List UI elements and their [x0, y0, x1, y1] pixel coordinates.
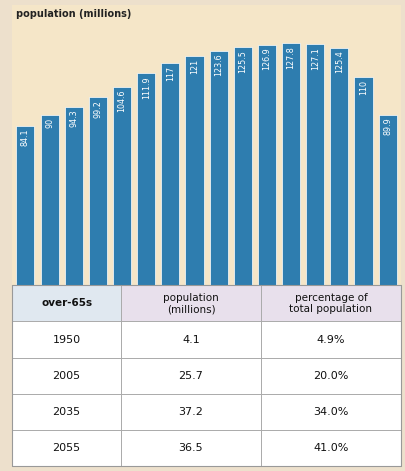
Text: 121: 121 [190, 59, 199, 74]
Bar [330, 48, 348, 285]
Text: 99.2: 99.2 [94, 100, 102, 118]
Text: population
(millions): population (millions) [163, 292, 219, 314]
Text: 126.9: 126.9 [262, 48, 271, 70]
Bar [40, 114, 59, 285]
Text: 41.0%: 41.0% [313, 443, 349, 453]
Text: 110: 110 [359, 80, 368, 95]
Bar [65, 106, 83, 285]
Bar [137, 73, 155, 285]
Text: 127.1: 127.1 [311, 47, 320, 70]
Text: 2055: 2055 [53, 443, 81, 453]
Text: 2005: 2005 [53, 371, 81, 381]
Text: 36.5: 36.5 [179, 443, 203, 453]
Text: 125.4: 125.4 [335, 50, 344, 73]
Bar [234, 48, 252, 285]
Text: 125.5: 125.5 [238, 50, 247, 73]
Text: 1950: 1950 [53, 334, 81, 345]
Text: 84.1: 84.1 [21, 129, 30, 146]
Bar [16, 126, 34, 285]
Bar [282, 43, 300, 285]
Text: 20.0%: 20.0% [313, 371, 349, 381]
Bar [354, 77, 373, 285]
Bar [209, 51, 228, 285]
Text: population (millions): population (millions) [16, 9, 131, 19]
Text: 4.9%: 4.9% [317, 334, 345, 345]
Text: 90: 90 [45, 117, 54, 128]
Text: 89.9: 89.9 [383, 118, 392, 136]
Text: 111.9: 111.9 [142, 76, 151, 98]
Text: over-65s: over-65s [41, 299, 92, 309]
Bar [89, 97, 107, 285]
Text: 127.8: 127.8 [287, 46, 296, 69]
Text: 37.2: 37.2 [179, 407, 203, 417]
Bar [306, 44, 324, 285]
Bar [185, 56, 204, 285]
Text: 117: 117 [166, 66, 175, 81]
Text: 2035: 2035 [53, 407, 81, 417]
Text: 34.0%: 34.0% [313, 407, 349, 417]
Text: 4.1: 4.1 [182, 334, 200, 345]
Text: 123.6: 123.6 [214, 54, 223, 76]
Text: percentage of
total population: percentage of total population [290, 292, 373, 314]
Text: 25.7: 25.7 [179, 371, 203, 381]
Bar [258, 45, 276, 285]
Title: Japan's population: past, present
and future trends: Japan's population: past, present and fu… [82, 0, 331, 1]
Text: 104.6: 104.6 [117, 90, 126, 112]
Text: 94.3: 94.3 [69, 109, 78, 127]
Bar [379, 115, 397, 285]
Bar [161, 64, 179, 285]
Bar [113, 87, 131, 285]
